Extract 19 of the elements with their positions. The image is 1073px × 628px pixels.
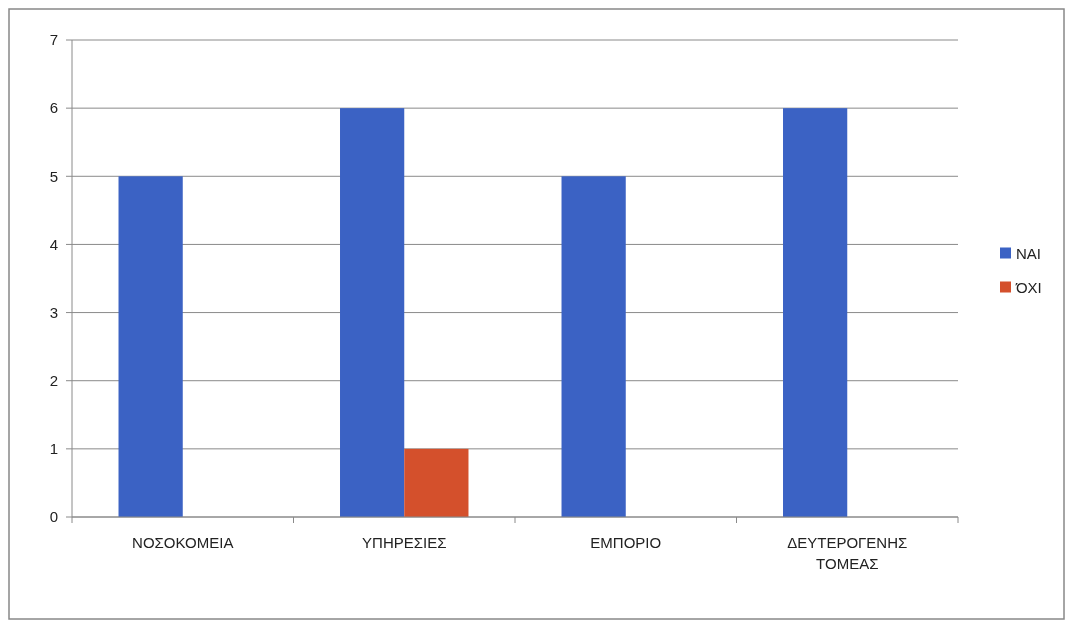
bar	[404, 448, 469, 517]
bar	[340, 108, 405, 517]
x-tick-label: ΥΠΗΡΕΣΙΕΣ	[362, 533, 447, 551]
y-tick-label: 6	[49, 99, 58, 117]
x-tick-label: ΕΜΠΟΡΙΟ	[590, 533, 662, 551]
bar	[118, 176, 183, 517]
y-tick-label: 4	[49, 235, 58, 253]
x-tick-label: ΔΕΥΤΕΡΟΓΕΝΗΣ ΤΟΜΕΑΣ	[787, 533, 908, 573]
y-tick-label: 1	[49, 440, 58, 458]
x-tick-label: ΝΟΣΟΚΟΜΕΙΑ	[132, 533, 234, 551]
y-tick-label: 5	[49, 167, 58, 185]
y-tick-label: 3	[49, 303, 58, 321]
bar	[561, 176, 626, 517]
legend-label: ΝΑΙ	[1016, 244, 1042, 262]
y-tick-label: 0	[49, 508, 58, 526]
legend-label: ΌΧΙ	[1015, 278, 1042, 296]
y-tick-label: 7	[49, 31, 58, 49]
bar	[783, 108, 848, 517]
y-tick-label: 2	[49, 371, 58, 389]
